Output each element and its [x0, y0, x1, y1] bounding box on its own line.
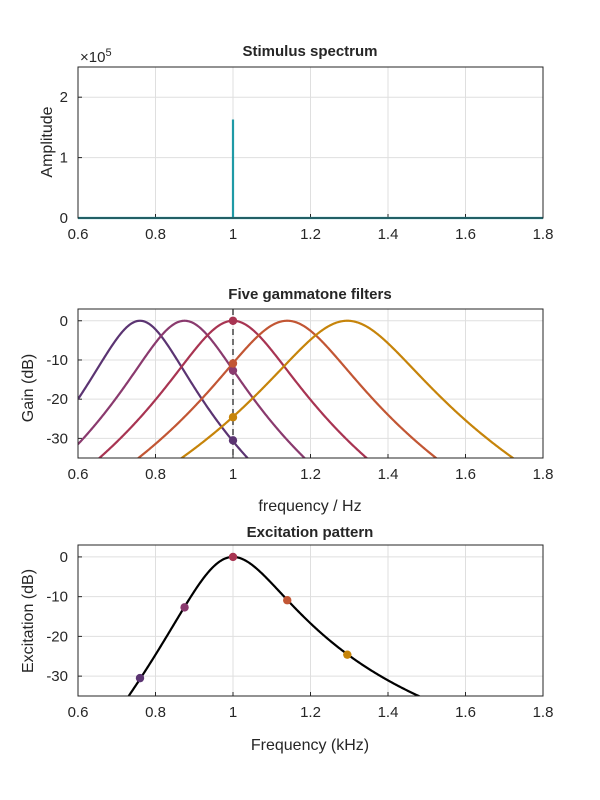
excitation-point	[228, 552, 238, 562]
filter-gain-point	[228, 366, 238, 375]
filter-curve	[78, 319, 249, 458]
filter-gain-point	[228, 436, 238, 445]
filter-curve	[97, 319, 369, 458]
chart-title: Five gammatone filters	[228, 286, 391, 303]
x-tick-label: 1.6	[455, 466, 476, 483]
filter-curve	[179, 319, 515, 458]
x-tick-label: 0.6	[68, 704, 89, 721]
chart-title: Stimulus spectrum	[242, 43, 377, 60]
axes-box	[77, 308, 544, 459]
x-tick-label: 1.6	[455, 226, 476, 243]
excitation-point	[180, 603, 189, 612]
filter-gain-point	[228, 316, 238, 325]
x-tick-label: 1.4	[378, 466, 399, 483]
excitation-point	[343, 650, 352, 659]
grid	[77, 545, 544, 696]
y-tick-label: -20	[46, 628, 68, 645]
gammatone-filters-panel: Five gammatone filters Gain (dB) frequen…	[20, 286, 553, 515]
grid	[77, 67, 544, 219]
y-tick-label: 0	[60, 210, 68, 227]
plot-data	[127, 552, 422, 696]
x-tick-label: 1	[229, 226, 237, 243]
y-tick-label: 2	[60, 89, 68, 106]
x-tick-label: 0.8	[145, 704, 166, 721]
y-axis-label: Amplitude	[39, 106, 56, 177]
y-axis-label: Gain (dB)	[20, 354, 37, 422]
excitation-point	[135, 673, 145, 683]
excitation-point	[283, 596, 292, 605]
x-tick-label: 1.8	[533, 226, 554, 243]
axes-box	[77, 544, 544, 697]
x-tick-label: 1.2	[300, 226, 321, 243]
excitation-pattern-panel: Excitation pattern Excitation (dB) Frequ…	[20, 524, 553, 754]
x-tick-label: 1.4	[378, 704, 399, 721]
x-tick-label: 1.8	[533, 704, 554, 721]
x-tick-label: 0.8	[145, 226, 166, 243]
exponent-label: ×105	[80, 47, 112, 66]
axes-box	[77, 66, 544, 219]
x-axis-label: Frequency (kHz)	[251, 737, 369, 754]
x-tick-label: 1.2	[300, 704, 321, 721]
y-tick-label: 1	[60, 150, 68, 167]
filter-curve	[78, 319, 307, 458]
x-tick-label: 0.6	[68, 466, 89, 483]
y-tick-label: -30	[46, 430, 68, 447]
excitation-curve	[127, 555, 422, 696]
axis-ticks: 0.6 0.8 1 1.2 1.4 1.6 1.8 0 -10 -20 -30	[46, 313, 553, 483]
filter-gain-point	[228, 413, 238, 422]
y-tick-label: -30	[46, 668, 68, 685]
filter-gain-point	[228, 359, 238, 368]
y-axis-label: Excitation (dB)	[20, 569, 37, 673]
y-tick-label: 0	[60, 549, 68, 566]
axis-ticks: 0.6 0.8 1 1.2 1.4 1.6 1.8 0 1 2	[60, 89, 554, 243]
filter-curve	[136, 319, 438, 458]
x-tick-label: 1.2	[300, 466, 321, 483]
y-tick-label: 0	[60, 313, 68, 330]
x-tick-label: 0.8	[145, 466, 166, 483]
x-tick-label: 1	[229, 704, 237, 721]
chart-title: Excitation pattern	[247, 524, 374, 541]
x-axis-label: frequency / Hz	[258, 498, 361, 515]
y-tick-label: -10	[46, 352, 68, 369]
x-tick-label: 1.8	[533, 466, 554, 483]
plot-data	[78, 309, 515, 458]
x-tick-label: 0.6	[68, 226, 89, 243]
y-tick-label: -10	[46, 589, 68, 606]
x-tick-label: 1.4	[378, 226, 399, 243]
x-tick-label: 1.6	[455, 704, 476, 721]
stimulus-spectrum-panel: Stimulus spectrum Amplitude ×105 0.6 0.8 1…	[39, 43, 553, 243]
axis-ticks: 0.6 0.8 1 1.2 1.4 1.6 1.8 0 -10 -20 -30	[46, 549, 553, 721]
x-tick-label: 1	[229, 466, 237, 483]
y-tick-label: -20	[46, 391, 68, 408]
